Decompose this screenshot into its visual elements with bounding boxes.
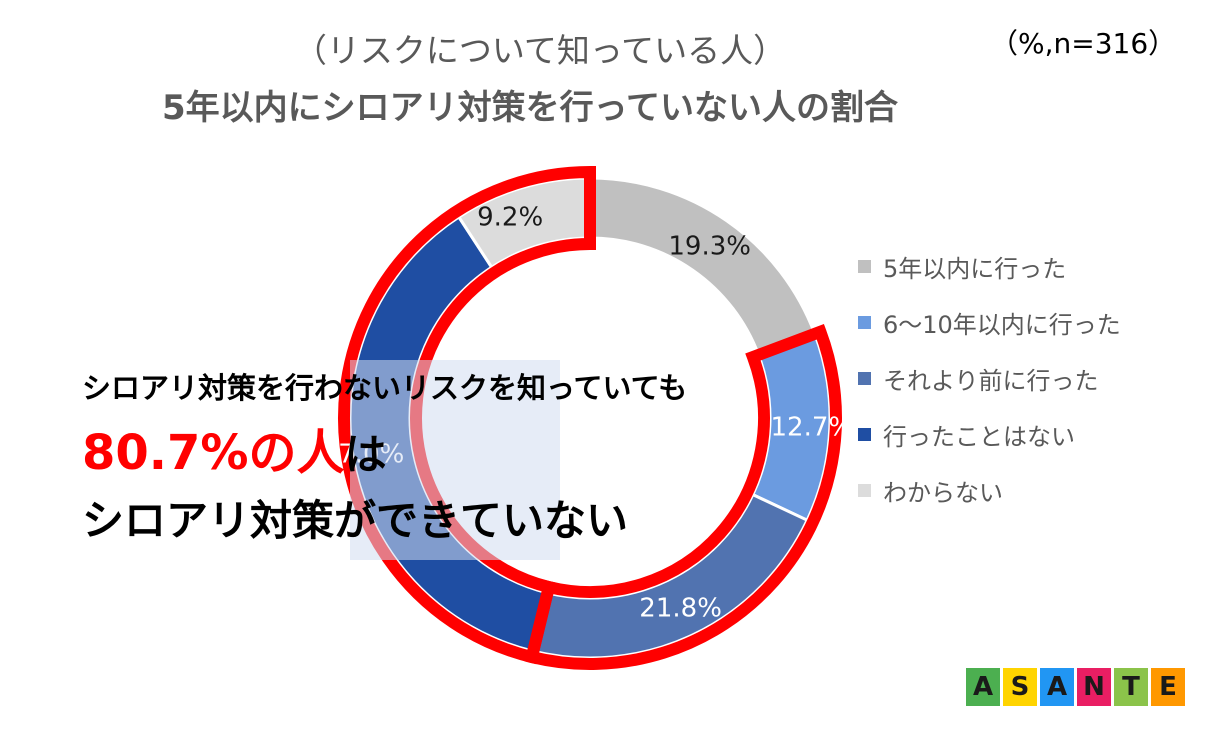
legend-swatch bbox=[858, 427, 871, 441]
chart-title: 5年以内にシロアリ対策を行っていない人の割合 bbox=[162, 88, 898, 128]
callout-line1: シロアリ対策を行わないリスクを知っていても bbox=[82, 371, 688, 405]
chart-subtitle: （リスクについて知っている人） bbox=[293, 31, 787, 70]
legend-swatch bbox=[858, 315, 871, 329]
logo-tile: A bbox=[966, 668, 1000, 706]
data-label-5: 9.2% bbox=[477, 203, 543, 233]
legend-label: それより前に行った bbox=[883, 366, 1099, 395]
legend-label: 5年以内に行った bbox=[883, 254, 1067, 283]
logo-tile: T bbox=[1114, 668, 1148, 706]
legend-swatch bbox=[858, 483, 871, 497]
data-label-3: 21.8% bbox=[639, 593, 722, 623]
unit-note: （%,n=316） bbox=[990, 27, 1177, 60]
logo-tile: A bbox=[1040, 668, 1074, 706]
donut-slice-1 bbox=[588, 176, 817, 357]
legend-item-2: 6～10年以内に行った bbox=[858, 294, 1121, 350]
legend: 5年以内に行った 6～10年以内に行った それより前に行った 行ったことはない わからな… bbox=[858, 238, 1121, 518]
legend-item-5: わからない bbox=[858, 462, 1121, 518]
callout: シロアリ対策を行わないリスクを知っていても 80.7%の人は シロアリ対策ができ… bbox=[82, 356, 687, 556]
legend-item-3: それより前に行った bbox=[858, 350, 1121, 406]
logo-tile: S bbox=[1003, 668, 1037, 706]
highlight-outline-1 bbox=[524, 324, 842, 670]
logo-tile: N bbox=[1077, 668, 1111, 706]
legend-label: わからない bbox=[883, 478, 1003, 507]
logo-tile: E bbox=[1151, 668, 1185, 706]
legend-item-4: 行ったことはない bbox=[858, 406, 1121, 462]
legend-item-1: 5年以内に行った bbox=[858, 238, 1121, 294]
callout-line3: シロアリ対策ができていない bbox=[82, 496, 629, 545]
legend-label: 行ったことはない bbox=[883, 422, 1075, 451]
callout-band bbox=[350, 360, 560, 560]
callout-line2: 80.7%の人は bbox=[82, 420, 687, 486]
callout-highlight: 80.7%の人 bbox=[82, 425, 345, 481]
data-label-2: 12.7% bbox=[771, 413, 854, 443]
data-label-1: 19.3% bbox=[668, 231, 751, 261]
legend-swatch bbox=[858, 371, 871, 385]
callout-line2-rest: は bbox=[344, 430, 387, 479]
legend-swatch bbox=[858, 259, 871, 273]
legend-label: 6～10年以内に行った bbox=[883, 310, 1121, 339]
